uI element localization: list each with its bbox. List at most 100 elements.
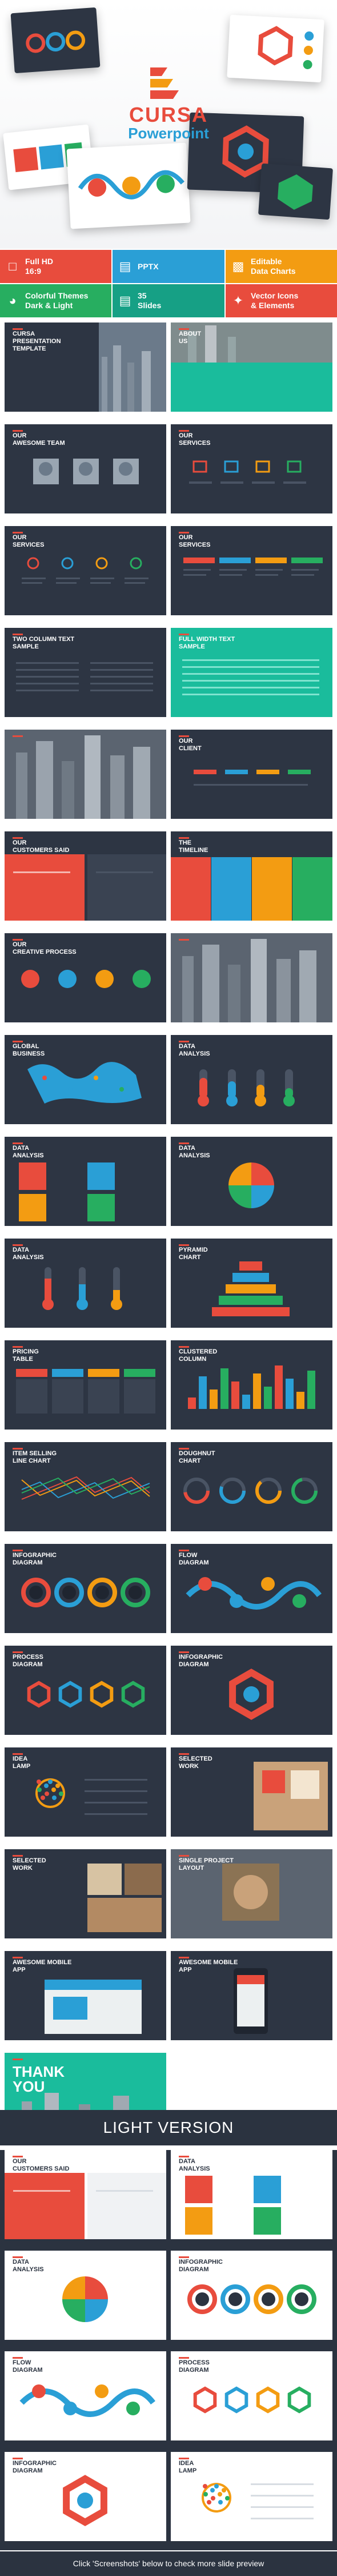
feature-label: Full HD 16:9 (25, 257, 53, 276)
slide-title: SINGLE PROJECT LAYOUT (179, 1857, 234, 1872)
slide-thumbnail: SELECTED WORK (171, 1747, 332, 1837)
slide-thumbnail: PROCESS DIAGRAM (171, 2351, 332, 2440)
slide-thumbnail: DATA ANALYSIS (171, 1035, 332, 1124)
title-accent-bar (13, 2059, 23, 2060)
slide-title: OUR SERVICES (179, 432, 211, 447)
title-accent-bar (13, 1142, 23, 1144)
slide-thumbnail: TWO COLUMN TEXT SAMPLE (5, 628, 166, 717)
slide-thumbnail: INFOGRAPHIC DIAGRAM (5, 2452, 166, 2541)
hero-mock-slide-4 (66, 142, 191, 229)
slide-title: OUR SERVICES (179, 534, 211, 548)
slide-thumbnail (5, 730, 166, 819)
slide-art (21, 1578, 150, 1607)
slide-title: PYRAMID CHART (179, 1247, 208, 1261)
slide-title: CLUSTERED COLUMN (179, 1348, 218, 1363)
slide-thumbnail: THE TIMELINE (171, 831, 332, 921)
title-accent-bar (179, 1041, 189, 1042)
slide-art (63, 2475, 107, 2526)
slide-thumbnail: OUR SERVICES (171, 424, 332, 513)
slide-title: FLOW DIAGRAM (179, 1552, 209, 1566)
title-accent-bar (179, 2458, 189, 2459)
dark-slides-grid: CURSA PRESENTATION TEMPLATE ABOUT US OUR A… (0, 320, 337, 2142)
slide-thumbnail: DATA ANALYSIS (5, 1137, 166, 1226)
title-accent-bar (179, 634, 189, 635)
slide-thumbnail: INFOGRAPHIC DIAGRAM (5, 1544, 166, 1633)
feature-label: 35 Slides (138, 291, 162, 310)
slide-title: PROCESS DIAGRAM (13, 1654, 43, 1668)
brand-title: CURSA (129, 103, 208, 126)
slide-title: OUR CUSTOMERS SAID (13, 2158, 70, 2172)
title-accent-bar (13, 1753, 23, 1755)
title-accent-bar (179, 837, 189, 839)
title-accent-bar (179, 1651, 189, 1653)
title-accent-bar (13, 634, 23, 635)
footer-note: Click 'Screenshots' below to check more … (0, 2551, 337, 2576)
slide-title: FLOW DIAGRAM (13, 2359, 43, 2374)
slide-thumbnail: OUR AWESOME TEAM (5, 424, 166, 513)
slide-title: PROCESS DIAGRAM (179, 2359, 210, 2374)
slides-icon: ▤ (119, 293, 131, 308)
hero-mock-slide-6 (258, 163, 333, 220)
feature-label: Colorful Themes Dark & Light (25, 291, 89, 310)
slide-art (187, 2284, 316, 2314)
slide-thumbnail: SELECTED WORK (5, 1849, 166, 1938)
slide-thumbnail: CURSA PRESENTATION TEMPLATE (5, 323, 166, 412)
slide-title: DOUGHNUT CHART (179, 1450, 215, 1464)
slide-thumbnail: INFOGRAPHIC DIAGRAM (171, 2251, 332, 2340)
slide-thumbnail: OUR CUSTOMERS SAID (5, 831, 166, 921)
light-slides-grid: OUR CUSTOMERS SAID DATA ANALYSIS DATA ANAL… (0, 2150, 337, 2550)
slide-title: SELECTED WORK (13, 1857, 46, 1872)
slide-thumbnail: FULL WIDTH TEXT SAMPLE (171, 628, 332, 717)
slide-thumbnail: ABOUT US (171, 323, 332, 412)
slide-art (171, 933, 332, 1022)
slide-thumbnail: DATA ANALYSIS (171, 2150, 332, 2239)
slide-art (21, 1476, 150, 1500)
title-accent-bar (13, 1855, 23, 1857)
slide-title: INFOGRAPHIC DIAGRAM (179, 1654, 223, 1668)
title-accent-bar (13, 735, 23, 737)
slide-thumbnail: OUR CLIENT (171, 730, 332, 819)
slide-title: IDEA LAMP (179, 2460, 197, 2474)
monitor-icon: □ (9, 259, 17, 273)
slide-title: PRICING TABLE (13, 1348, 39, 1363)
slide-title: IDEA LAMP (13, 1755, 31, 1770)
slide-art (16, 1369, 155, 1414)
slide-title: TWO COLUMN TEXT SAMPLE (13, 636, 75, 650)
title-accent-bar (179, 1346, 189, 1348)
title-accent-bar (179, 430, 189, 432)
slide-title: ABOUT US (179, 331, 202, 345)
slide-art (21, 970, 151, 988)
slide-title: GLOBAL BUSINESS (13, 1043, 45, 1057)
slide-thumbnail: PYRAMID CHART (171, 1239, 332, 1328)
slide-art (16, 662, 153, 691)
feature-vector-icons: ✦ Vector Icons & Elements (226, 284, 337, 317)
title-accent-bar (13, 2256, 23, 2258)
slide-art (19, 2384, 155, 2417)
slide-thumbnail: OUR CREATIVE PROCESS (5, 933, 166, 1022)
slide-art (5, 854, 166, 921)
slide-art (22, 557, 149, 584)
hero-mock-slide-2 (227, 14, 324, 83)
title-accent-bar (179, 939, 189, 941)
slide-thumbnail: AWESOME MOBILE APP (5, 1951, 166, 2040)
slide-title: OUR CREATIVE PROCESS (13, 941, 77, 955)
feature-pptx: ▤ PPTX (113, 250, 224, 283)
slide-art (42, 1267, 122, 1310)
slide-thumbnail: GLOBAL BUSINESS (5, 1035, 166, 1124)
title-accent-bar (13, 2458, 23, 2459)
title-accent-bar (13, 837, 23, 839)
slide-art (183, 1478, 318, 1504)
slide-art (5, 2173, 166, 2239)
slide-title: SELECTED WORK (179, 1755, 212, 1770)
slide-art (171, 857, 332, 921)
slide-title: THE TIMELINE (179, 839, 208, 854)
hero-mock-slide-5 (187, 112, 304, 194)
title-accent-bar (13, 532, 23, 533)
slide-thumbnail: DATA ANALYSIS (5, 1239, 166, 1328)
feature-slides-count: ▤ 35 Slides (113, 284, 224, 317)
slide-thumbnail: DATA ANALYSIS (171, 1137, 332, 1226)
slide-title: AWESOME MOBILE APP (13, 1959, 72, 1973)
slide-art (194, 770, 311, 786)
slide-title: DATA ANALYSIS (13, 1247, 44, 1261)
slide-thumbnail: DOUGHNUT CHART (171, 1442, 332, 1531)
